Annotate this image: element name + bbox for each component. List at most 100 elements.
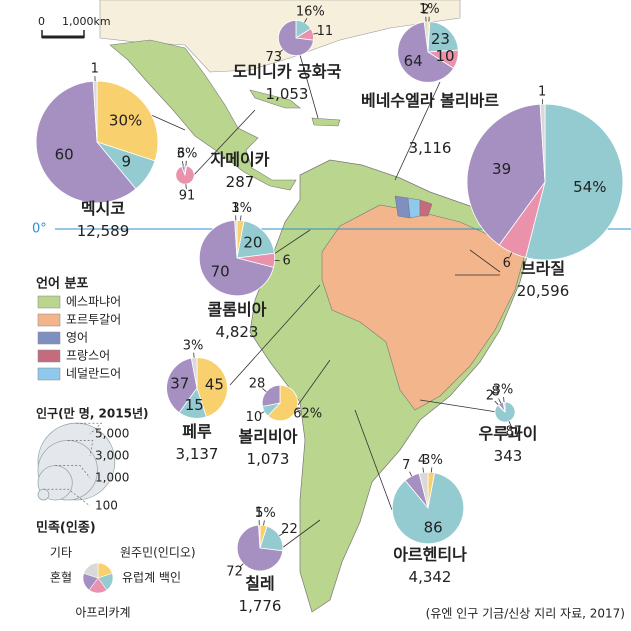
slice-label: 15 <box>185 396 204 414</box>
pie-slice <box>196 357 228 418</box>
slice-label: 23 <box>431 30 450 48</box>
slice-label: 73 <box>266 50 283 65</box>
language-swatch <box>37 367 61 381</box>
pie-slice <box>181 165 186 176</box>
slice-label: 2 <box>421 2 429 17</box>
country-name: 볼리비아 <box>238 427 298 446</box>
language-label: 포르투갈어 <box>66 313 121 327</box>
country-name: 자메이카 <box>210 150 270 169</box>
pie-slice <box>267 384 299 422</box>
slice-label: 11 <box>317 24 334 39</box>
pie-slice <box>258 524 261 549</box>
slice-label: 1 <box>91 62 99 77</box>
pie-slice <box>397 21 455 83</box>
slice-leader <box>409 471 413 477</box>
slice-leader <box>508 421 512 426</box>
size-leader <box>76 422 103 435</box>
country-pie <box>236 524 284 572</box>
slice-label: 39 <box>492 160 511 178</box>
scale-distance: 1,000km <box>62 15 111 28</box>
slice-label: 20 <box>243 234 262 252</box>
slice-leader <box>259 411 265 415</box>
size-label: 1,000 <box>95 471 129 485</box>
slice-label: 2 <box>486 388 494 403</box>
country-pie <box>397 21 459 83</box>
size-leader <box>55 465 91 479</box>
slice-label: 91 <box>179 189 196 204</box>
slice-label: 70 <box>211 262 230 280</box>
country-population: 1,053 <box>265 85 309 103</box>
caribbean-islands <box>249 89 341 127</box>
size-leader <box>43 488 91 507</box>
slice-leader <box>181 160 184 167</box>
pie-slice <box>502 401 506 413</box>
language-swatch <box>37 349 61 363</box>
country-population: 20,596 <box>516 282 570 300</box>
slice-label: 62% <box>293 406 322 421</box>
slice-label: 10 <box>435 47 454 65</box>
slice-label: 1 <box>538 85 546 100</box>
slice-leader <box>263 520 265 526</box>
slice-label: 54% <box>573 178 606 196</box>
pie-slice <box>261 384 281 407</box>
slice-leader <box>494 400 499 405</box>
country-pie <box>261 384 299 422</box>
slice-label: 9 <box>121 152 131 170</box>
slice-label: 5% <box>255 506 276 521</box>
country-population: 4,823 <box>215 323 259 341</box>
slice-label: 22 <box>281 522 298 537</box>
slice-label: 60 <box>55 146 74 164</box>
country-pie <box>466 103 624 261</box>
language-swatch <box>37 331 61 345</box>
slice-label: 7 <box>402 458 410 473</box>
country-population: 4,342 <box>408 568 452 586</box>
country-name: 베네수엘라 볼리바르 <box>360 91 500 110</box>
size-circle <box>37 488 50 501</box>
pie-slice <box>525 103 624 261</box>
slice-label: 37 <box>170 375 189 393</box>
slice-label: 3% <box>177 146 198 161</box>
slice-label: 1% <box>419 2 440 17</box>
country-name: 칠레 <box>245 574 275 593</box>
pie-slice <box>35 80 137 204</box>
country-name: 페루 <box>182 422 212 441</box>
scale-zero: 0 <box>38 15 45 28</box>
ethnicity-legend-title: 민족(인종) <box>36 520 96 536</box>
pie-slice <box>236 220 275 259</box>
country-population: 3,116 <box>408 139 452 157</box>
pie-slice <box>418 471 429 509</box>
slice-label: 3% <box>231 201 252 216</box>
slice-label: 10 <box>246 410 263 425</box>
slice-label: 6 <box>503 256 511 271</box>
country-population: 343 <box>493 447 523 465</box>
slice-label: 6 <box>282 254 290 269</box>
language-label: 네덜란드어 <box>66 367 121 381</box>
country-name: 우루과이 <box>478 424 538 443</box>
slice-leader <box>296 409 302 412</box>
slice-label: 28 <box>249 377 266 392</box>
country-pie <box>277 19 315 56</box>
country-pie <box>198 219 276 297</box>
ethnicity-label: 기타 <box>50 546 72 560</box>
slice-leader <box>509 252 513 258</box>
country-name: 콜롬비아 <box>207 300 267 319</box>
pie-slice <box>391 472 465 545</box>
equator-label: 0° <box>32 222 47 237</box>
country-pie <box>391 471 465 545</box>
language-label: 에스파냐어 <box>66 295 121 309</box>
country-pie <box>494 401 516 423</box>
country-pie <box>175 165 195 185</box>
slice-label: 72 <box>226 564 243 579</box>
ethnicity-label: 원주민(인디오) <box>120 546 196 560</box>
slice-label: 45 <box>205 376 224 394</box>
population-legend-title: 인구(만 명, 2015년) <box>36 406 148 421</box>
size-leader <box>67 440 94 457</box>
country-population: 3,137 <box>175 445 219 463</box>
slice-label: 4 <box>418 453 426 468</box>
slice-label: 64 <box>404 52 423 70</box>
pie-slice <box>427 21 459 53</box>
brazil-territory <box>321 204 527 411</box>
slice-label: 87 <box>505 425 522 440</box>
